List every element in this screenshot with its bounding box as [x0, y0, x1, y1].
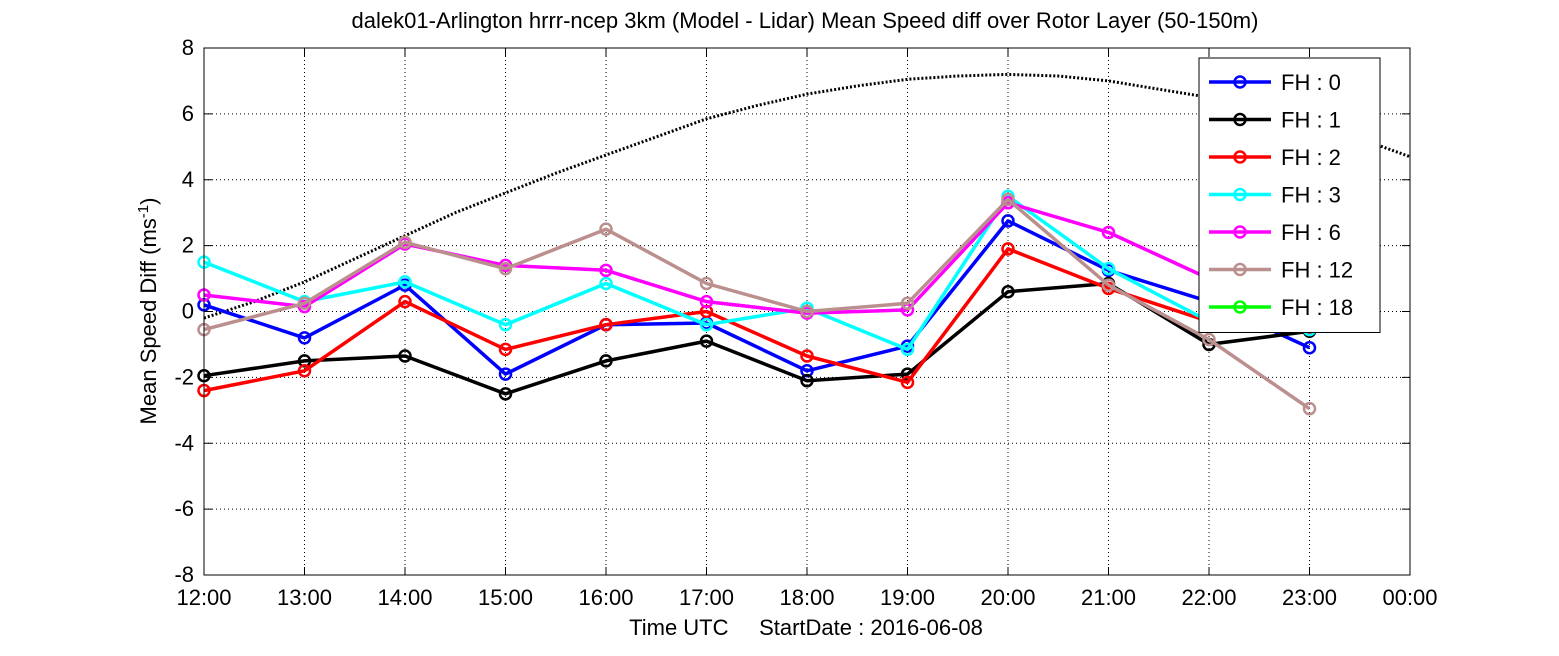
- y-tick-label: -8: [174, 562, 194, 587]
- y-tick-labels: -8 -6 -4 -2 0 2 4 6 8: [174, 35, 194, 587]
- y-tick-label: 8: [182, 35, 194, 60]
- data-point: [297, 364, 312, 378]
- data-point: [900, 375, 915, 390]
- y-tick-label: 2: [182, 233, 194, 258]
- data-point: [800, 349, 814, 363]
- data-point: [900, 296, 915, 311]
- series-5: [197, 192, 1317, 416]
- x-tick-label: 15:00: [478, 585, 533, 610]
- x-tick-label: 20:00: [980, 585, 1035, 610]
- data-point: [599, 222, 613, 236]
- data-point: [1001, 192, 1015, 207]
- data-point: [599, 317, 613, 332]
- data-point: [599, 354, 613, 368]
- series-line: [203, 194, 1310, 352]
- x-tick-label: 19:00: [880, 585, 935, 610]
- data-point: [1101, 278, 1116, 292]
- legend-swatch-marker: [1233, 187, 1247, 202]
- x-tick-label: 14:00: [377, 585, 432, 610]
- data-point: [699, 276, 714, 291]
- data-point: [297, 296, 312, 311]
- x-tick-label: 18:00: [779, 585, 834, 610]
- data-point: [900, 342, 915, 357]
- data-point: [599, 263, 613, 278]
- chart-title: dalek01-Arlington hrrr-ncep 3km (Model -…: [352, 8, 1259, 33]
- legend-label: FH : 1: [1281, 108, 1341, 133]
- series-line: [203, 201, 1210, 315]
- x-axis-label: Time UTC StartDate : 2016-06-08: [629, 615, 983, 640]
- y-axis-label: Mean Speed Diff (ms-1): [135, 198, 161, 425]
- x-tick-label: 22:00: [1181, 585, 1236, 610]
- y-tick-label: -2: [174, 364, 194, 389]
- y-axis-label-sup: -1: [135, 205, 152, 218]
- x-tick-label: 12:00: [176, 585, 231, 610]
- legend-swatch-marker: [1233, 75, 1247, 89]
- ticks: [203, 47, 1411, 576]
- data-point: [1302, 401, 1317, 416]
- legend-label: FH : 3: [1281, 183, 1341, 208]
- data-point: [498, 387, 513, 401]
- data-point: [800, 304, 814, 319]
- legend-label: FH : 6: [1281, 220, 1341, 245]
- y-axis-label-main: Mean Speed Diff (ms: [136, 218, 161, 424]
- data-point: [599, 276, 613, 291]
- data-point: [498, 367, 513, 381]
- series-layer: [197, 189, 1317, 416]
- data-point: [1202, 332, 1216, 347]
- legend-swatch-marker: [1233, 150, 1247, 164]
- data-point: [498, 261, 513, 276]
- data-point: [699, 334, 714, 348]
- data-point: [398, 275, 412, 289]
- legend-label: FH : 12: [1281, 258, 1353, 283]
- y-axis-label-end: ): [136, 198, 161, 205]
- data-point: [1001, 242, 1015, 256]
- data-point: [398, 294, 412, 309]
- legend-swatch-marker: [1233, 112, 1247, 127]
- data-point: [699, 317, 714, 332]
- data-point: [1001, 284, 1015, 299]
- data-point: [1302, 340, 1317, 355]
- data-point: [800, 373, 814, 388]
- data-point: [1101, 225, 1116, 240]
- x-tick-label: 21:00: [1081, 585, 1136, 610]
- legend: FH : 0 FH : 1 FH : 2 FH : 3 FH : 6 FH : 12 FH …: [1198, 57, 1381, 333]
- legend-label: FH : 0: [1281, 70, 1341, 95]
- x-tick-label: 17:00: [679, 585, 734, 610]
- data-point: [297, 331, 312, 345]
- data-point: [498, 317, 513, 332]
- legend-swatch-marker: [1233, 225, 1247, 239]
- data-point: [498, 342, 513, 357]
- data-point: [1101, 261, 1116, 276]
- legend-label: FH : 18: [1281, 295, 1353, 320]
- x-tick-label: 23:00: [1282, 585, 1337, 610]
- x-tick-label: 16:00: [578, 585, 633, 610]
- legend-swatch-marker: [1233, 300, 1247, 314]
- series-line: [203, 197, 1311, 411]
- legend-swatch-marker: [1233, 262, 1247, 277]
- x-tick-label: 13:00: [277, 585, 332, 610]
- data-point: [398, 235, 412, 250]
- y-tick-label: -6: [174, 496, 194, 521]
- x-tick-labels: 12:00 13:00 14:00 15:00 16:00 17:00 18:00 19:00…: [176, 585, 1437, 610]
- data-point: [398, 349, 412, 363]
- data-point: [699, 294, 714, 309]
- legend-label: FH : 2: [1281, 145, 1341, 170]
- y-tick-label: -4: [174, 430, 194, 455]
- y-tick-label: 6: [182, 101, 194, 126]
- data-point: [1001, 214, 1015, 228]
- y-tick-label: 4: [182, 167, 194, 192]
- y-tick-label: 0: [182, 299, 194, 324]
- x-tick-label: 00:00: [1382, 585, 1437, 610]
